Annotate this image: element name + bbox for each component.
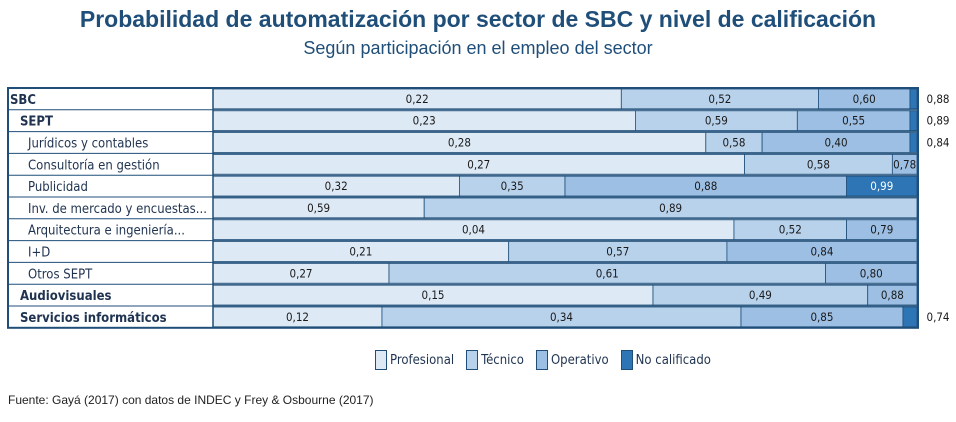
legend-swatch-no-calificado [620,350,633,370]
bar-operativo-consultoria-en-gestion [891,153,918,175]
value-label-profesional-juridicos-y-contables: 0,28 [448,136,471,150]
category-label-consultoria-en-gestion: Consultoría en gestión [28,158,160,173]
source-note: Fuente: Gayá (2017) con datos de INDEC y… [8,393,374,407]
bar-no-calificado-sbc [909,88,918,110]
value-label-profesional-otros-sept: 0,27 [289,266,312,280]
value-label-profesional-sept: 0,23 [413,114,436,128]
bar-no-calificado-servicios-informaticos [902,306,918,328]
bar-no-calificado-publicidad [846,175,918,197]
bar-no-calificado-sept [909,110,918,132]
chart-title: Probabilidad de automatización por secto… [79,6,877,32]
category-label-publicidad: Publicidad [28,180,88,195]
category-label-otros-sept: Otros SEPT [28,267,93,282]
value-label-tecnico-servicios-informaticos: 0,34 [550,310,573,324]
value-label-tecnico-otros-sept: 0,61 [596,266,619,280]
value-label-operativo-sbc: 0,60 [853,92,876,106]
value-label-tecnico-sbc: 0,52 [708,92,731,106]
value-label-no-calificado-sept: 0,89 [926,114,949,128]
value-label-operativo-publicidad: 0,88 [694,179,717,193]
value-label-profesional-inv-de-mercado-y-encuestas: 0,59 [307,201,330,215]
value-label-operativo-sept: 0,55 [842,114,865,128]
legend-label-operativo: Operativo [550,352,609,368]
bar-no-calificado-juridicos-y-contables [909,132,918,153]
legend-swatch-operativo [535,350,548,370]
legend-item-profesional: Profesional [375,350,454,370]
category-label-juridicos-y-contables: Jurídicos y contables [27,137,148,152]
bar-operativo-otros-sept [825,262,918,284]
value-label-no-calificado-publicidad: 0,99 [870,179,893,193]
value-label-no-calificado-juridicos-y-contables: 0,84 [926,136,949,150]
value-label-tecnico-publicidad: 0,35 [501,179,524,193]
bar-operativo-i-d [726,241,918,262]
value-label-no-calificado-servicios-informaticos: 0,74 [926,310,949,324]
value-label-tecnico-sept: 0,59 [705,114,728,128]
category-label-arquitectura-e-ingenieria: Arquitectura e ingeniería... [28,224,185,239]
chart-subtitle: Según participación en el empleo del sec… [303,38,653,58]
legend-label-tecnico: Técnico [481,352,524,368]
category-label-sbc: SBC [10,93,36,108]
value-label-profesional-arquitectura-e-ingenieria: 0,04 [462,223,485,237]
value-label-operativo-otros-sept: 0,80 [860,266,883,280]
bar-operativo-arquitectura-e-ingenieria [846,219,918,241]
legend: Profesional Técnico Operativo No calific… [375,350,711,370]
value-label-tecnico-audiovisuales: 0,49 [749,288,772,302]
value-label-tecnico-i-d: 0,57 [606,245,629,259]
category-label-inv-de-mercado-y-encuestas: Inv. de mercado y encuestas... [28,202,207,217]
value-label-tecnico-arquitectura-e-ingenieria: 0,52 [779,223,802,237]
legend-label-no-calificado: No calificado [635,352,711,368]
legend-item-no-calificado: No calificado [620,350,711,370]
value-label-profesional-servicios-informaticos: 0,12 [286,310,309,324]
value-label-profesional-sbc: 0,22 [406,92,429,106]
legend-label-profesional: Profesional [390,352,455,368]
category-label-sept: SEPT [20,115,53,130]
category-label-audiovisuales: Audiovisuales [20,289,112,304]
value-label-operativo-juridicos-y-contables: 0,40 [825,136,848,150]
value-label-profesional-i-d: 0,21 [349,245,372,259]
value-label-operativo-arquitectura-e-ingenieria: 0,79 [870,223,893,237]
legend-swatch-tecnico [466,350,479,370]
value-label-operativo-audiovisuales: 0,88 [881,288,904,302]
bar-tecnico-inv-de-mercado-y-encuestas [423,197,918,219]
value-label-tecnico-juridicos-y-contables: 0,58 [722,136,745,150]
value-label-profesional-consultoria-en-gestion: 0,27 [467,157,490,171]
value-label-profesional-publicidad: 0,32 [325,179,348,193]
value-label-operativo-consultoria-en-gestion: 0,78 [893,157,916,171]
value-label-operativo-servicios-informaticos: 0,85 [810,310,833,324]
category-label-i-d: I+D [28,246,50,261]
value-label-operativo-i-d: 0,84 [810,245,833,259]
legend-item-operativo: Operativo [535,350,609,370]
value-label-tecnico-consultoria-en-gestion: 0,58 [807,157,830,171]
stacked-bar-chart: SBC 0,22 0,52 0,60 0,88 SEPT 0,23 0,59 0,55 0,89 J… [7,87,950,329]
value-label-no-calificado-sbc: 0,88 [926,92,949,106]
legend-swatch-profesional [375,350,387,370]
legend-item-tecnico: Técnico [466,350,524,370]
value-label-tecnico-inv-de-mercado-y-encuestas: 0,89 [659,201,682,215]
bar-operativo-audiovisuales [867,284,918,306]
category-label-servicios-informaticos: Servicios informáticos [20,311,167,326]
value-label-profesional-audiovisuales: 0,15 [421,288,444,302]
table-frame [7,87,919,329]
